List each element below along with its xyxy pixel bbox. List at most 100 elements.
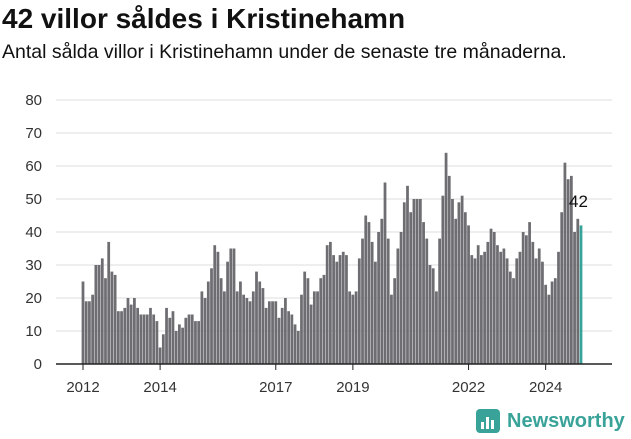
bar: [521, 232, 525, 364]
bar: [107, 241, 111, 364]
bar: [277, 317, 281, 364]
bar: [525, 235, 528, 364]
x-tick-label: 2014: [143, 379, 176, 396]
bar: [229, 248, 233, 364]
bar: [303, 271, 307, 364]
bar: [547, 294, 551, 364]
bar: [267, 301, 271, 364]
bar: [216, 251, 220, 364]
bar: [296, 331, 300, 364]
bar: [136, 307, 139, 364]
y-tick-label: 30: [25, 257, 42, 274]
x-tick-label: 2024: [529, 379, 562, 396]
bar: [476, 245, 480, 364]
bar: [287, 311, 290, 364]
bar: [116, 311, 120, 364]
bar: [566, 179, 570, 364]
bar: [184, 317, 188, 364]
bar: [409, 212, 413, 364]
bar: [422, 222, 425, 364]
bar: [332, 255, 335, 364]
bar: [441, 195, 445, 364]
bar: [319, 278, 323, 364]
bar: [322, 274, 326, 364]
bar: [396, 248, 400, 364]
bar: [370, 241, 374, 364]
bar: [393, 278, 397, 364]
bar: [361, 238, 364, 364]
bar: [390, 294, 393, 364]
bar: [515, 258, 519, 364]
bar: [219, 278, 223, 364]
x-tick-label: 2019: [336, 379, 369, 396]
bar: [197, 321, 201, 364]
bar: [483, 251, 486, 364]
bar: [354, 291, 358, 364]
bar: [550, 281, 554, 364]
bar: [91, 294, 95, 364]
bar: [412, 199, 416, 364]
bar: [329, 241, 332, 364]
bar: [399, 232, 403, 364]
bar: [255, 271, 258, 364]
bar: [325, 245, 329, 364]
bar: [357, 258, 361, 364]
bar: [155, 321, 159, 364]
bar: [309, 304, 313, 364]
bar: [512, 278, 515, 364]
bar: [553, 278, 557, 364]
bar: [178, 324, 181, 364]
bar: [158, 347, 162, 364]
bar: [534, 258, 538, 364]
bar: [174, 331, 178, 364]
bar: [210, 268, 213, 364]
bar: [110, 271, 114, 364]
bar: [473, 258, 477, 364]
bar: [290, 314, 294, 364]
bar: [145, 314, 149, 364]
bar: [142, 314, 146, 364]
bar: [187, 314, 191, 364]
bar: [213, 245, 217, 364]
x-tick-label: 2022: [452, 379, 485, 396]
bar: [226, 261, 229, 364]
bar: [406, 185, 409, 364]
bar: [100, 258, 104, 364]
bar: [489, 228, 493, 364]
y-tick-label: 50: [25, 191, 42, 208]
brand-logo: Newsworthy: [476, 407, 625, 435]
bar: [139, 314, 143, 364]
bar: [364, 215, 368, 364]
bar: [418, 199, 422, 364]
bar: [113, 274, 117, 364]
bar: [544, 284, 548, 364]
bar: [161, 334, 165, 364]
bar: [348, 291, 352, 364]
bar: [149, 307, 152, 364]
bar: [312, 291, 316, 364]
bar: [190, 314, 194, 364]
bar: [126, 298, 130, 364]
bar: [335, 261, 339, 364]
bar: [264, 307, 268, 364]
y-tick-label: 10: [25, 323, 42, 340]
y-tick-label: 20: [25, 290, 42, 307]
bar: [351, 294, 355, 364]
bar: [81, 281, 85, 364]
bar: [492, 232, 496, 364]
bar: [508, 271, 512, 364]
bar: [451, 199, 454, 364]
bar: [457, 202, 461, 364]
bar: [569, 175, 573, 364]
bar: [88, 301, 91, 364]
bar: [386, 238, 390, 364]
bar: [463, 212, 467, 364]
bar: [168, 317, 172, 364]
bar: [203, 298, 207, 364]
bar: [258, 281, 262, 364]
bar: [377, 232, 380, 364]
y-tick-label: 60: [25, 158, 42, 175]
y-tick-label: 70: [25, 125, 42, 142]
bar: [274, 301, 278, 364]
bar: [470, 255, 474, 364]
